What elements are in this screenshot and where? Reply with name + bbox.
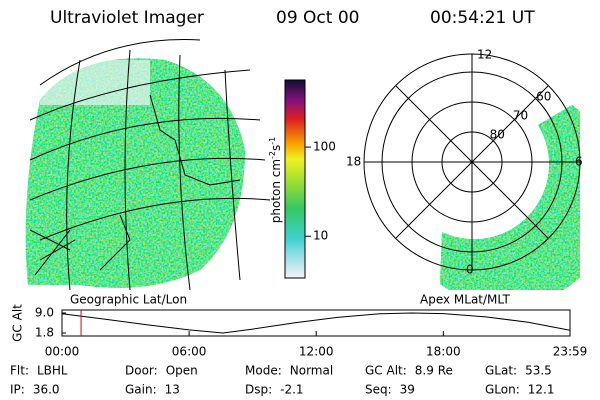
polar-axis bbox=[395, 85, 549, 239]
field-label: Gain: bbox=[125, 383, 157, 397]
mlt-label: 0 bbox=[466, 263, 474, 277]
aurora-image bbox=[25, 58, 246, 288]
y-tick-label: 9.0 bbox=[35, 306, 54, 320]
field-label: Door: bbox=[125, 364, 158, 378]
field-label: Mode: bbox=[245, 364, 282, 378]
lat-ring-label: 70 bbox=[513, 109, 528, 123]
field-value: 12.1 bbox=[528, 383, 555, 397]
lat-ring-label: 60 bbox=[536, 90, 551, 104]
lat-ring bbox=[411, 101, 533, 223]
panel-label: Apex MLat/MLT bbox=[420, 293, 510, 307]
field-value: 39 bbox=[400, 383, 415, 397]
field-label: GLat: bbox=[485, 364, 517, 378]
map-grid bbox=[29, 39, 271, 291]
field-value: Open bbox=[166, 364, 198, 378]
lat-ring bbox=[441, 131, 503, 193]
time: 00:54:21 UT bbox=[430, 8, 535, 28]
field-value: -2.1 bbox=[280, 383, 303, 397]
mlt-label: 6 bbox=[575, 155, 583, 169]
field-label: IP: bbox=[10, 383, 25, 397]
y-tick-label: 1.8 bbox=[35, 326, 54, 340]
colorbar-label: photon cm-2s-1 bbox=[268, 137, 283, 224]
field-value: 13 bbox=[165, 383, 180, 397]
lat-ring bbox=[381, 71, 563, 253]
aurora-oval bbox=[440, 105, 580, 290]
x-tick-label: 12:00 bbox=[299, 345, 334, 359]
panel-label: Geographic Lat/Lon bbox=[70, 293, 187, 307]
field-value: 8.9 Re bbox=[415, 364, 453, 378]
colorbar-tick-label: 100 bbox=[313, 140, 336, 154]
field-value: Normal bbox=[290, 364, 333, 378]
mlt-label: 18 bbox=[346, 155, 361, 169]
x-tick-label: 18:00 bbox=[426, 345, 461, 359]
field-label: Dsp: bbox=[245, 383, 272, 397]
colorbar-tick-label: 10 bbox=[313, 229, 328, 243]
altitude-curve bbox=[61, 312, 571, 334]
title: Ultraviolet Imager bbox=[50, 8, 204, 28]
x-tick-label: 23:59 bbox=[553, 345, 588, 359]
x-tick-label: 06:00 bbox=[172, 345, 207, 359]
field-label: Flt: bbox=[10, 364, 29, 378]
field-label: GLon: bbox=[485, 383, 520, 397]
field-value: 53.5 bbox=[525, 364, 552, 378]
altitude-label: GC Alt bbox=[11, 304, 25, 342]
colorbar bbox=[284, 79, 306, 279]
mlt-label: 12 bbox=[477, 48, 492, 62]
field-label: Seq: bbox=[365, 383, 392, 397]
field-label: GC Alt: bbox=[365, 364, 407, 378]
lat-ring-label: 80 bbox=[490, 128, 505, 142]
x-tick-label: 00:00 bbox=[45, 345, 80, 359]
field-value: 36.0 bbox=[33, 383, 60, 397]
date: 09 Oct 00 bbox=[276, 8, 359, 28]
field-value: LBHL bbox=[37, 364, 68, 378]
